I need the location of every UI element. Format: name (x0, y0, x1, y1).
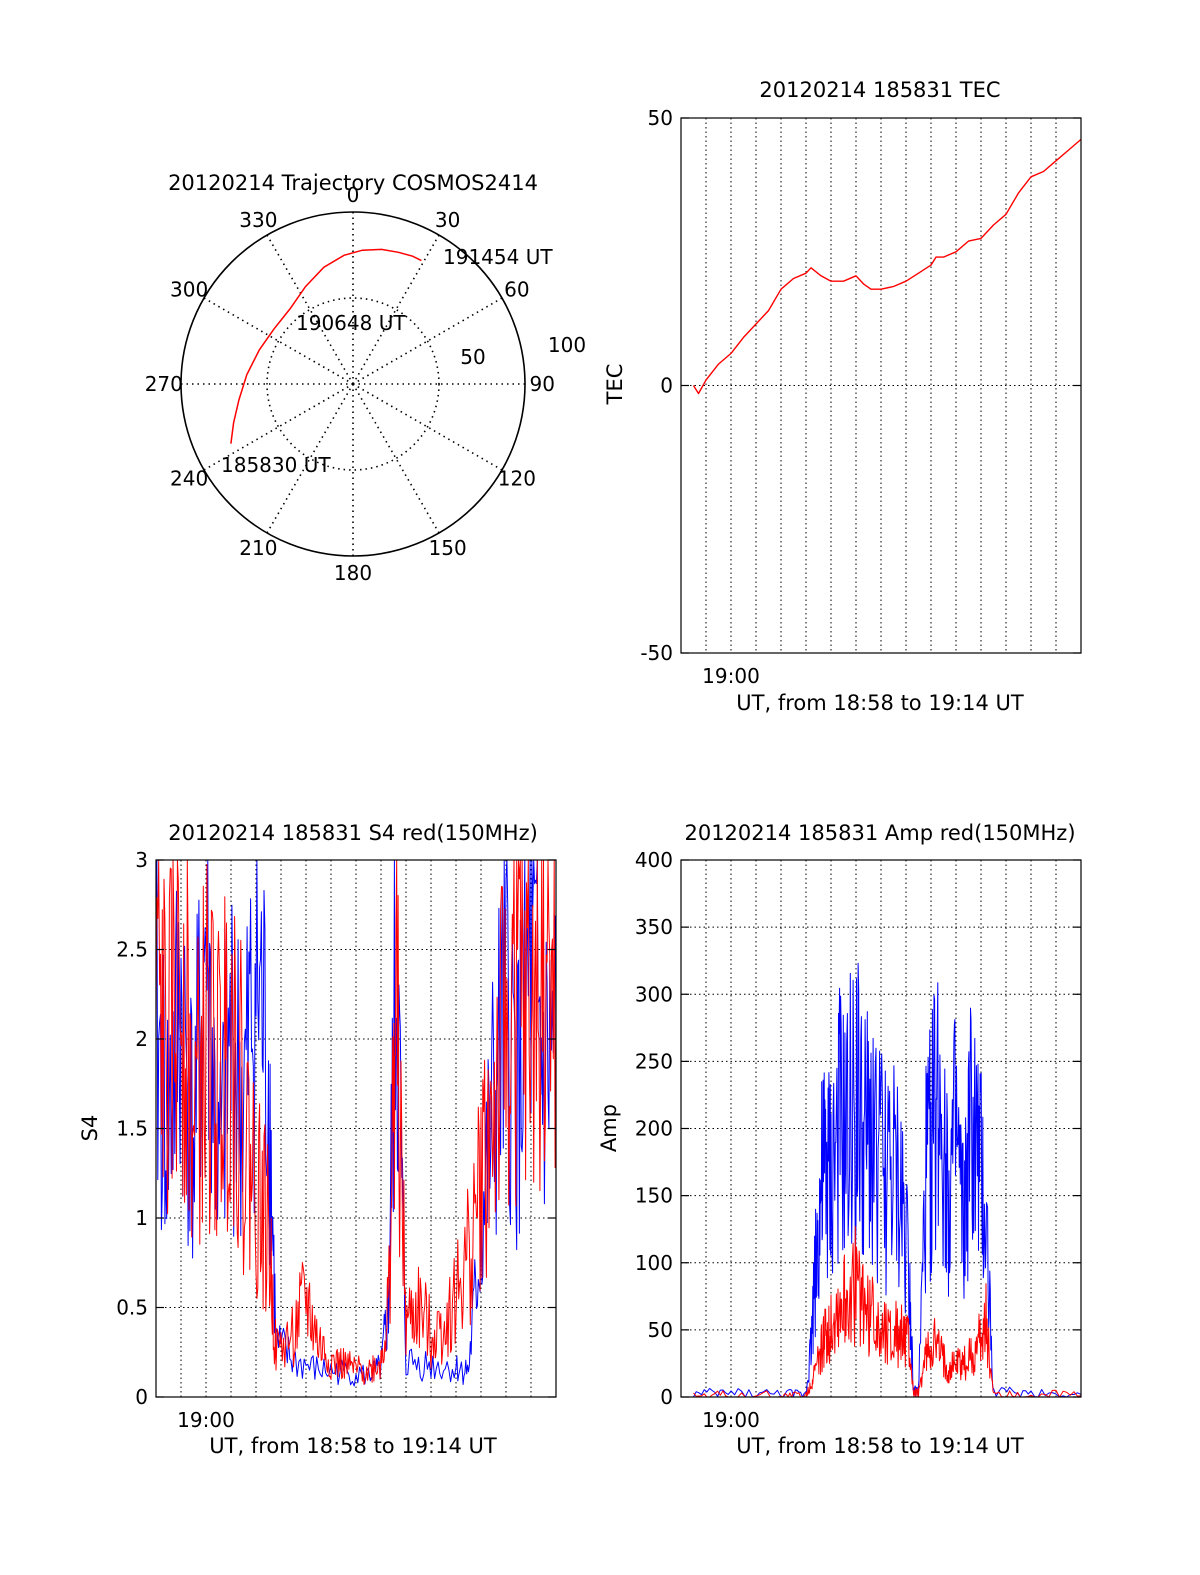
azimuth-label: 300 (170, 277, 208, 301)
s4-title: 20120214 185831 S4 red(150MHz) (168, 821, 538, 845)
tec-ytick-label: 0 (660, 374, 673, 398)
amp-ytick-label: 100 (635, 1251, 673, 1275)
tec-ytick-label: 50 (648, 106, 673, 130)
amp-ylabel: Amp (597, 1104, 621, 1152)
amp-xtick-label: 19:00 (702, 1408, 760, 1432)
polar-grid (180, 211, 526, 557)
radius-label: 50 (460, 345, 485, 369)
s4-ylabel: S4 (78, 1115, 102, 1142)
azimuth-label: 120 (498, 467, 536, 491)
s4-ytick-label: 0.5 (116, 1296, 148, 1320)
polar-spoke (203, 297, 354, 385)
polar-series (230, 248, 422, 444)
amp-series-red (693, 1226, 1082, 1398)
amp-series-blue (693, 962, 1082, 1398)
trajectory-line (230, 248, 422, 444)
azimuth-label: 0 (347, 183, 360, 207)
azimuth-label: 90 (529, 372, 554, 396)
radius-label: 100 (548, 333, 586, 357)
s4-ytick-label: 1 (135, 1206, 148, 1230)
amp-ytick-label: 150 (635, 1184, 673, 1208)
amp-title: 20120214 185831 Amp red(150MHz) (684, 821, 1075, 845)
polar-ring-50 (266, 297, 440, 471)
azimuth-label: 210 (239, 536, 277, 560)
amp-ytick-label: 300 (635, 982, 673, 1006)
polar-spoke (203, 383, 354, 471)
azimuth-label: 150 (429, 536, 467, 560)
polar-spoke (266, 383, 354, 534)
polar-spoke (352, 383, 503, 471)
tec-panel: 20120214 185831 TEC TEC UT, from 18:58 t… (603, 78, 1082, 715)
polar-title: 20120214 Trajectory COSMOS2414 (168, 171, 538, 195)
tec-series-red (692, 138, 1082, 395)
polar-outer-ring (180, 211, 526, 557)
azimuth-label: 60 (504, 277, 529, 301)
polar-labels: 0 30 60 90 120 150 180 210 240 270 300 330 50 100 (145, 183, 586, 585)
azimuth-label: 30 (435, 208, 460, 232)
s4-ytick-label: 0 (135, 1385, 148, 1409)
amp-panel: 20120214 185831 Amp red(150MHz) Amp UT, … (597, 821, 1082, 1458)
azimuth-label: 180 (334, 561, 372, 585)
polar-trajectory-panel: 20120214 Trajectory COSMOS2414 0 30 60 90 12… (145, 171, 586, 585)
amp-ytick-label: 250 (635, 1049, 673, 1073)
s4-series-red (155, 859, 557, 1385)
polar-spoke (352, 234, 440, 385)
annotation-start-time: 185830 UT (221, 453, 331, 477)
tec-ylabel: TEC (603, 364, 627, 406)
amp-ytick-label: 0 (660, 1385, 673, 1409)
tec-ytick-label: -50 (640, 641, 673, 665)
amp-ytick-label: 200 (635, 1117, 673, 1141)
amp-ytick-label: 50 (648, 1318, 673, 1342)
amp-plot-area: 0 50 100 150 200 250 300 350 400 19:00 (635, 848, 1082, 1432)
polar-spoke (266, 234, 354, 385)
s4-panel: 20120214 185831 S4 red(150MHz) S4 UT, fr… (78, 821, 557, 1458)
amp-xlabel: UT, from 18:58 to 19:14 UT (736, 1434, 1024, 1458)
tec-xlabel: UT, from 18:58 to 19:14 UT (736, 691, 1024, 715)
amp-ytick-label: 400 (635, 848, 673, 872)
s4-xlabel: UT, from 18:58 to 19:14 UT (209, 1434, 497, 1458)
polar-spoke (352, 297, 503, 385)
amp-ytick-label: 350 (635, 915, 673, 939)
s4-ytick-label: 2 (135, 1027, 148, 1051)
s4-ytick-label: 2.5 (116, 938, 148, 962)
s4-plot-area: 0 0.5 1 1.5 2 2.5 3 19:00 (116, 848, 557, 1432)
s4-ytick-label: 1.5 (116, 1117, 148, 1141)
azimuth-label: 330 (239, 208, 277, 232)
tec-plot-area: -50 0 50 19:00 (640, 106, 1082, 688)
polar-spoke (352, 383, 440, 534)
azimuth-label: 240 (170, 467, 208, 491)
s4-ytick-label: 3 (135, 848, 148, 872)
tec-title: 20120214 185831 TEC (759, 78, 1000, 102)
annotation-end-time: 191454 UT (443, 245, 553, 269)
azimuth-label: 270 (145, 372, 183, 396)
annotation-mid-time: 190648 UT (296, 311, 406, 335)
s4-xtick-label: 19:00 (177, 1408, 235, 1432)
tec-xtick-label: 19:00 (702, 664, 760, 688)
